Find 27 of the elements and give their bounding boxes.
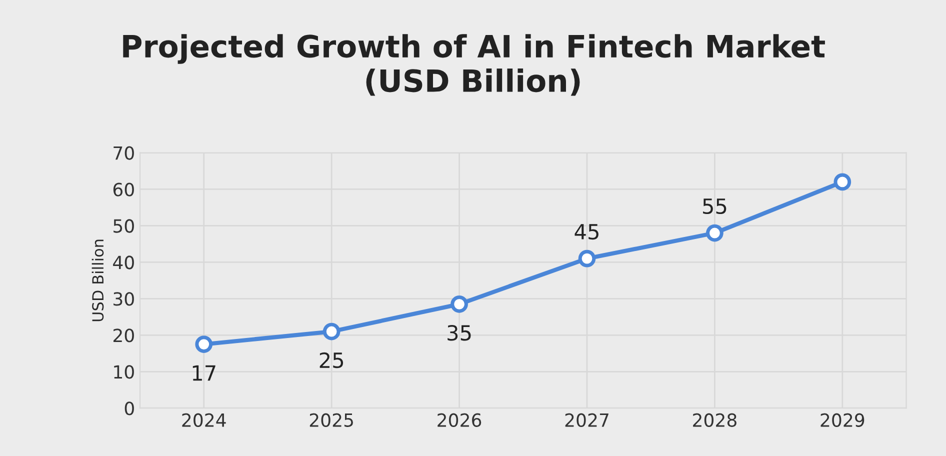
y-tick-label: 40 bbox=[113, 256, 134, 270]
y-tick-label: 20 bbox=[113, 328, 134, 342]
x-tick-label: 2029 bbox=[820, 413, 864, 427]
text: 35 bbox=[448, 324, 471, 341]
text: 17 bbox=[192, 365, 216, 381]
point bbox=[450, 295, 468, 313]
point bbox=[195, 336, 213, 353]
point bbox=[834, 173, 852, 191]
y-tick-label: 0 bbox=[124, 402, 134, 416]
y-tick-label: 60 bbox=[113, 182, 134, 196]
point bbox=[578, 250, 596, 268]
point bbox=[322, 322, 340, 340]
x-tick-label: 2026 bbox=[438, 413, 482, 427]
chart-title: Projected Growth of AI in Fintech Market (USD Billion) bbox=[123, 34, 825, 96]
x-tick-label: 2024 bbox=[182, 413, 226, 427]
y-tick-label: 50 bbox=[114, 219, 134, 233]
x-tick-label: 2027 bbox=[565, 413, 608, 427]
x-tick-label: 2028 bbox=[693, 413, 736, 427]
x-tick-label: 2025 bbox=[310, 413, 353, 427]
text: 25 bbox=[320, 352, 344, 368]
y-axis-title: USD Billion bbox=[92, 240, 104, 322]
y-tick-label: 30 bbox=[114, 292, 134, 306]
y-tick-label: 10 bbox=[114, 365, 134, 379]
text: 55 bbox=[703, 198, 726, 214]
point bbox=[706, 224, 724, 242]
text: 45 bbox=[574, 224, 598, 240]
y-tick-label: 70 bbox=[114, 146, 134, 160]
